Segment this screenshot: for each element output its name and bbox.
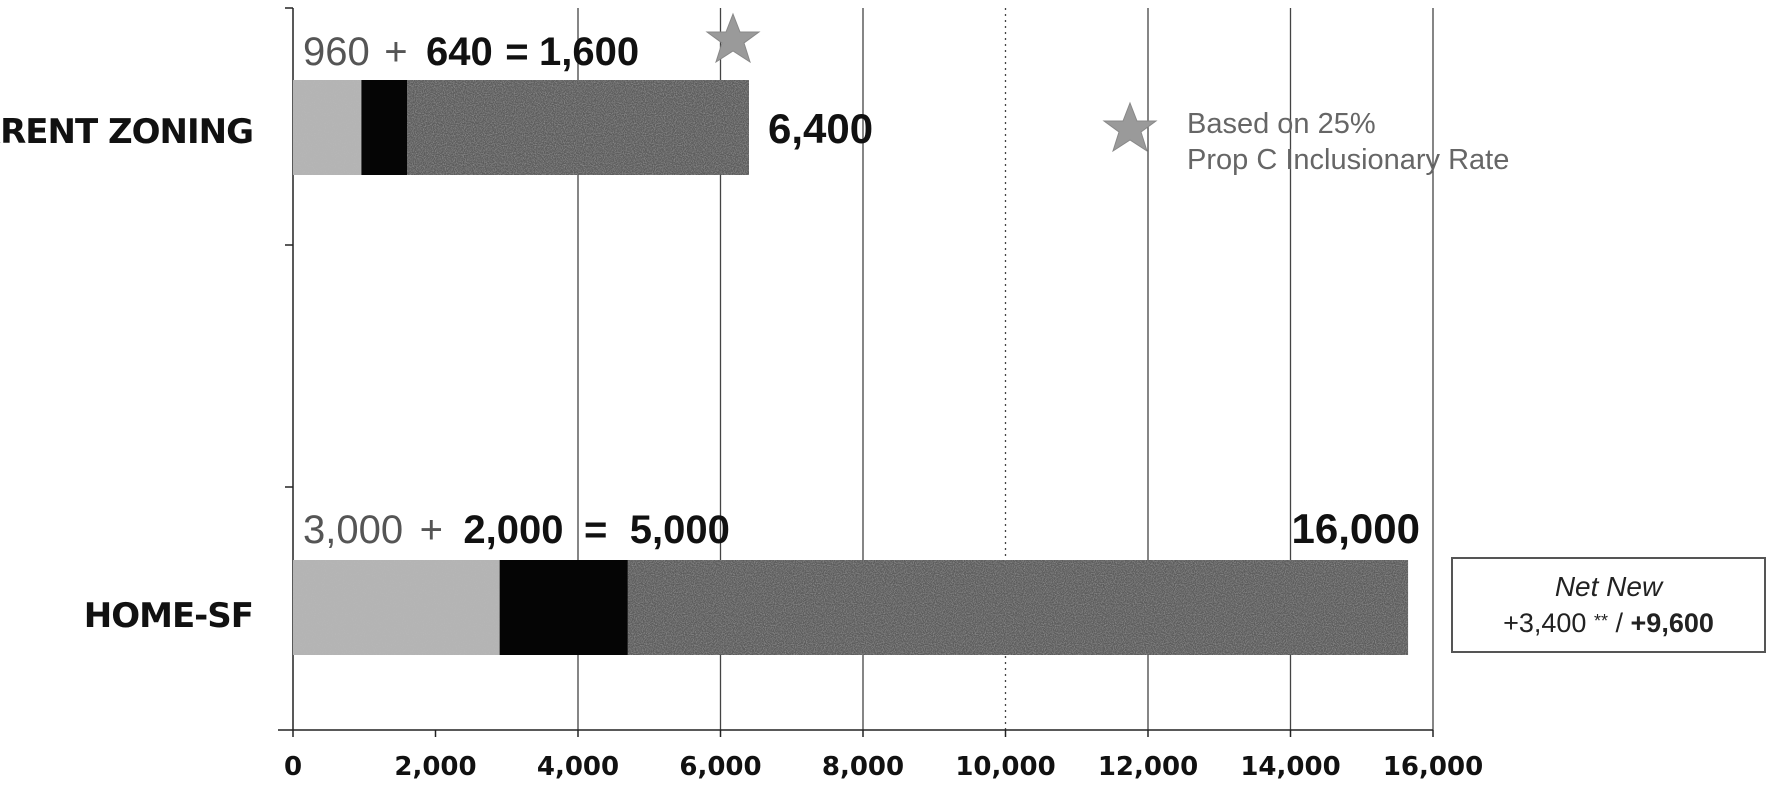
- x-tick-label: 12,000: [1098, 752, 1198, 782]
- net-new-stars: **: [1593, 611, 1608, 631]
- x-tick-label: 6,000: [679, 752, 761, 782]
- equation-sum: 1,600: [539, 30, 639, 74]
- bars: [293, 80, 1409, 655]
- total-label-home-sf: 16,000: [1292, 505, 1420, 552]
- equation-plus: +: [420, 508, 443, 552]
- bar-segment: [627, 560, 1409, 655]
- bar-segment: [407, 80, 749, 175]
- bar-segment: [499, 560, 628, 655]
- equation-term-b: 2,000: [463, 508, 563, 552]
- star-icon: [1102, 101, 1158, 153]
- x-tick-label: 16,000: [1383, 752, 1483, 782]
- net-new-value-1: +3,400: [1503, 608, 1587, 638]
- equation-plus: +: [384, 30, 407, 74]
- equation-term-b: 640: [426, 30, 493, 74]
- equation-sum: 5,000: [630, 508, 730, 552]
- total-label-current-zoning: 6,400: [768, 105, 873, 152]
- x-tick-label: 8,000: [822, 752, 904, 782]
- x-tick-label: 10,000: [955, 752, 1055, 782]
- note-line-1: Based on 25%: [1187, 108, 1376, 140]
- bar-segment: [293, 560, 500, 655]
- net-new-values: +3,400 ** / +9,600: [1503, 604, 1714, 640]
- category-label-home-sf: HOME-SF: [84, 596, 253, 636]
- net-new-value-2: +9,600: [1630, 608, 1714, 638]
- bar-segment: [361, 80, 407, 175]
- note-line-2: Prop C Inclusionary Rate: [1187, 144, 1509, 176]
- net-new-title: Net New: [1554, 571, 1663, 602]
- equation-home-sf: 3,000 + 2,000 = 5,000: [303, 508, 730, 552]
- equation-equals: =: [505, 30, 528, 74]
- net-new-separator: /: [1615, 608, 1624, 638]
- x-tick-label: 0: [284, 752, 302, 782]
- x-tick-label: 14,000: [1240, 752, 1340, 782]
- star-icon: [705, 12, 761, 64]
- axes: 0 2,000 4,000 6,000 8,000 10,000 12,000 14,000 1…: [278, 7, 1483, 782]
- equation-term-a: 3,000: [303, 508, 403, 552]
- x-tick-label: 2,000: [394, 752, 476, 782]
- equation-current-zoning: 960 + 640 = 1,600: [303, 30, 639, 74]
- equation-term-a: 960: [303, 30, 370, 74]
- category-label-current-zoning: CURRENT ZONING: [0, 112, 253, 152]
- x-tick-label: 4,000: [537, 752, 619, 782]
- equation-equals: =: [584, 508, 607, 552]
- net-new-box: Net New +3,400 ** / +9,600: [1451, 557, 1766, 653]
- bar-segment: [293, 80, 362, 175]
